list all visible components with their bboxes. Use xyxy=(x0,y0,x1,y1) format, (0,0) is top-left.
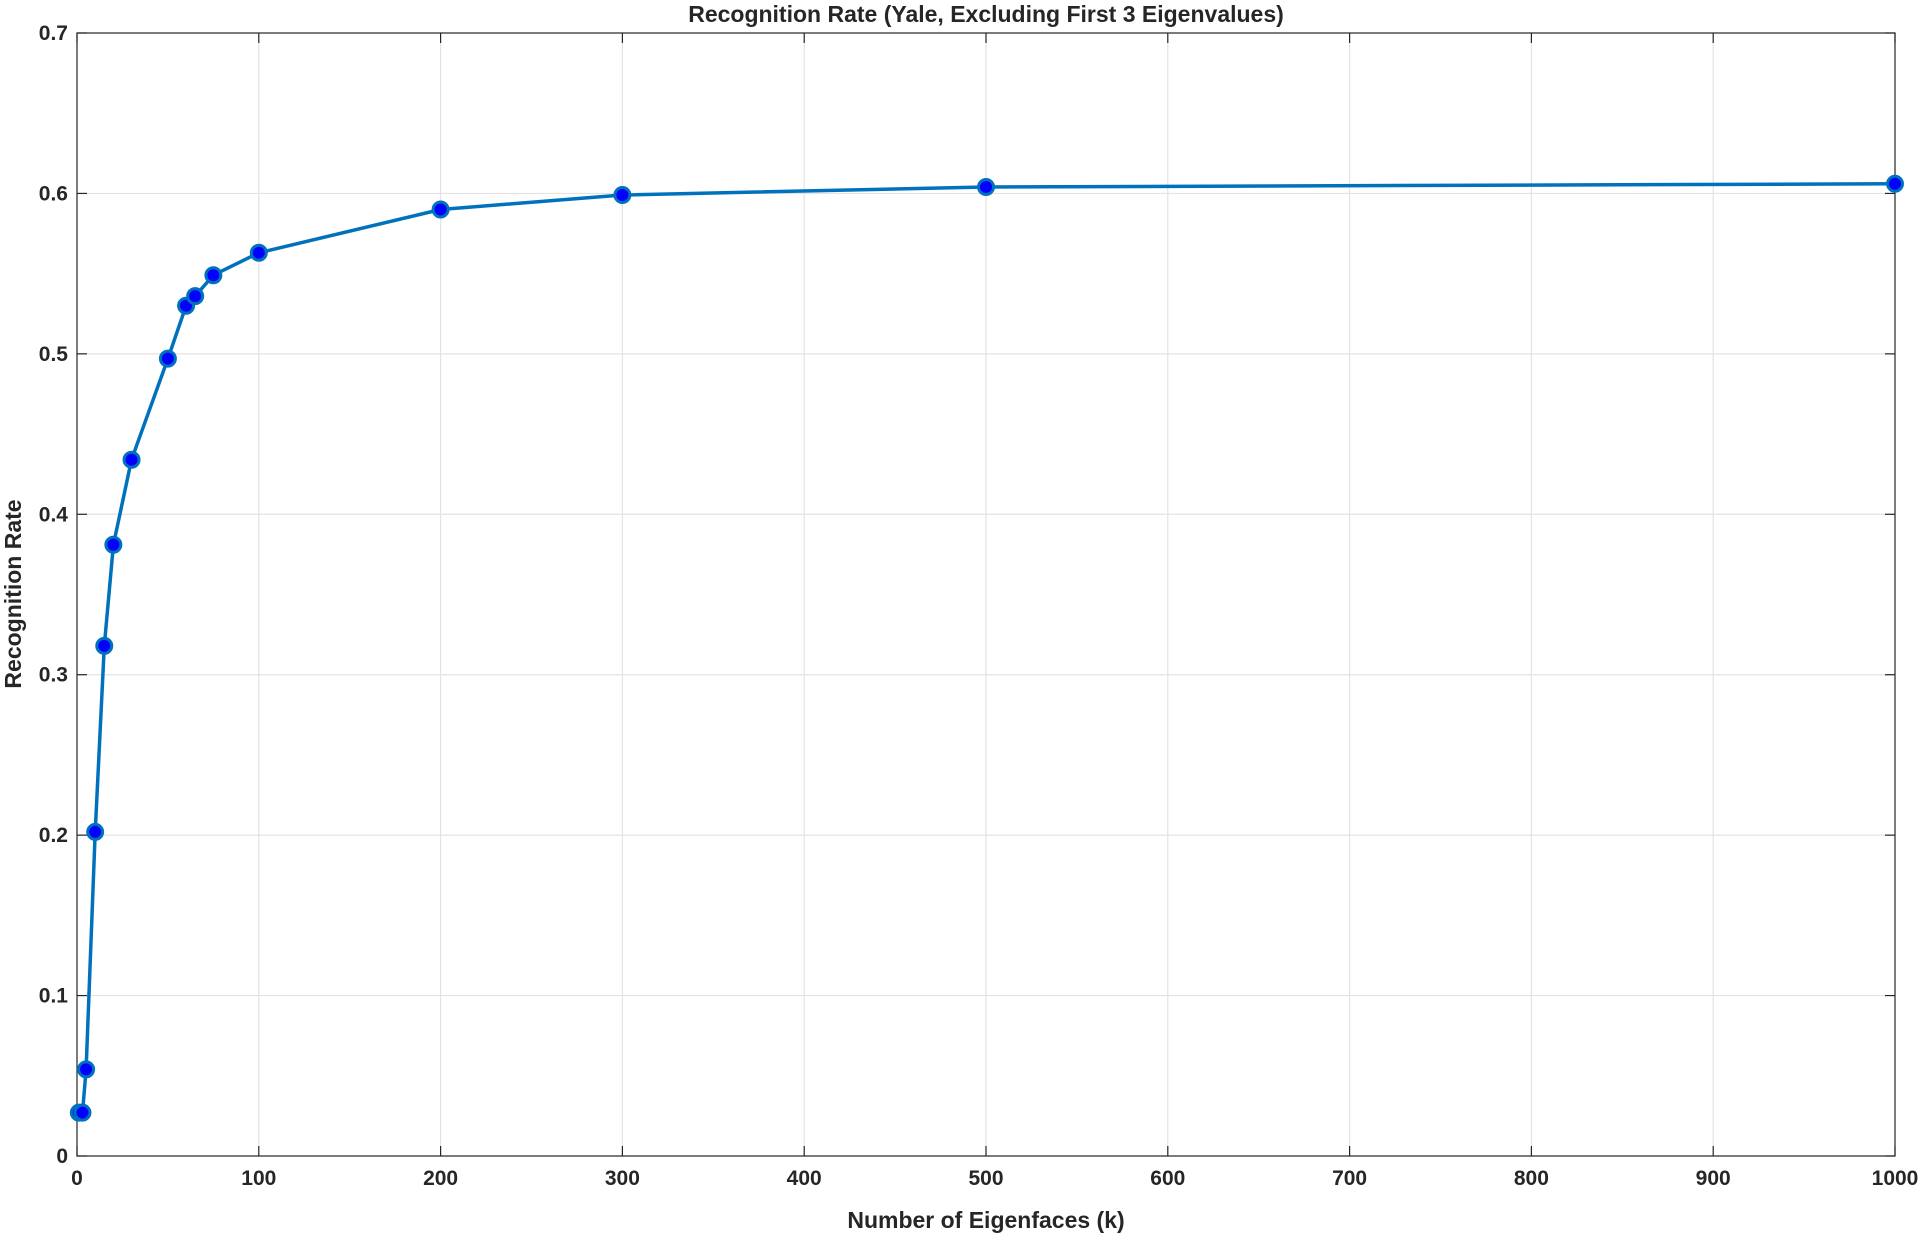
x-tick-label: 900 xyxy=(1696,1167,1731,1190)
y-tick-label: 0.7 xyxy=(39,22,68,45)
y-tick-label: 0.1 xyxy=(39,985,69,1008)
data-point xyxy=(1886,174,1904,193)
data-point xyxy=(104,535,123,554)
series-layer xyxy=(69,174,1904,1122)
data-point xyxy=(77,1060,96,1079)
x-tick-label: 600 xyxy=(1150,1167,1185,1190)
grid xyxy=(77,33,1895,1156)
y-tick-label: 0.4 xyxy=(39,503,69,526)
y-tick-label: 0.5 xyxy=(39,343,69,366)
y-tick-label: 0.6 xyxy=(39,182,68,205)
data-point xyxy=(977,178,995,197)
data-point xyxy=(249,243,268,262)
y-tick-label: 0 xyxy=(56,1145,68,1168)
x-tick-label: 100 xyxy=(241,1167,276,1190)
data-point xyxy=(86,822,105,841)
y-tick-label: 0.3 xyxy=(39,664,68,687)
x-tick-label: 400 xyxy=(787,1167,822,1190)
data-point xyxy=(158,349,177,368)
series-line xyxy=(78,182,1896,1115)
data-point xyxy=(122,450,141,469)
data-point xyxy=(95,636,114,655)
data-point xyxy=(186,287,205,306)
y-tick-label: 0.2 xyxy=(39,824,68,847)
x-tick-label: 800 xyxy=(1514,1167,1549,1190)
x-tick-label: 200 xyxy=(423,1167,458,1190)
chart-title: Recognition Rate (Yale, Excluding First … xyxy=(688,1,1284,27)
data-point xyxy=(431,200,450,219)
data-point xyxy=(73,1103,92,1122)
x-tick-label: 1000 xyxy=(1872,1167,1919,1190)
data-point xyxy=(204,266,223,285)
x-tick-label: 500 xyxy=(968,1167,1003,1190)
x-axis-label: Number of Eigenfaces (k) xyxy=(847,1207,1124,1233)
x-tick-label: 300 xyxy=(605,1167,640,1190)
axis-ticks: 0 100 200 300 400 500 600 700 800 900 1000 0 0.1 0.2 0… xyxy=(39,22,1919,1190)
data-point xyxy=(613,186,632,205)
y-axis-label: Recognition Rate xyxy=(0,499,26,688)
x-tick-label: 0 xyxy=(71,1167,83,1190)
x-tick-label: 700 xyxy=(1332,1167,1367,1190)
